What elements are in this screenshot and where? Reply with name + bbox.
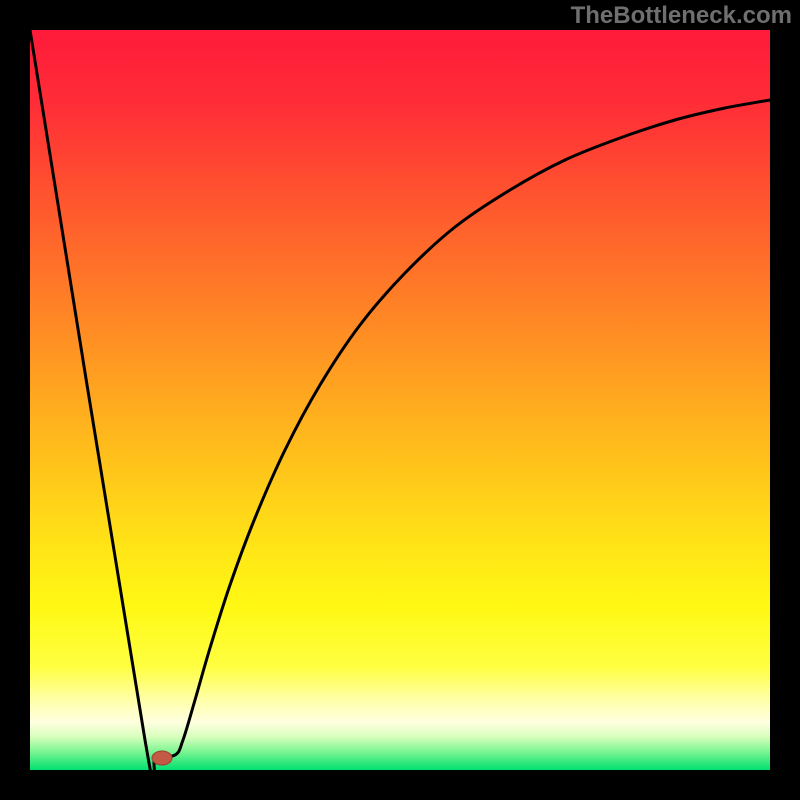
plot-background <box>30 30 770 770</box>
bottleneck-chart <box>0 0 800 800</box>
watermark-text: TheBottleneck.com <box>571 2 792 30</box>
optimum-marker <box>152 751 172 765</box>
chart-container: { "watermark": "TheBottleneck.com", "cha… <box>0 0 800 800</box>
